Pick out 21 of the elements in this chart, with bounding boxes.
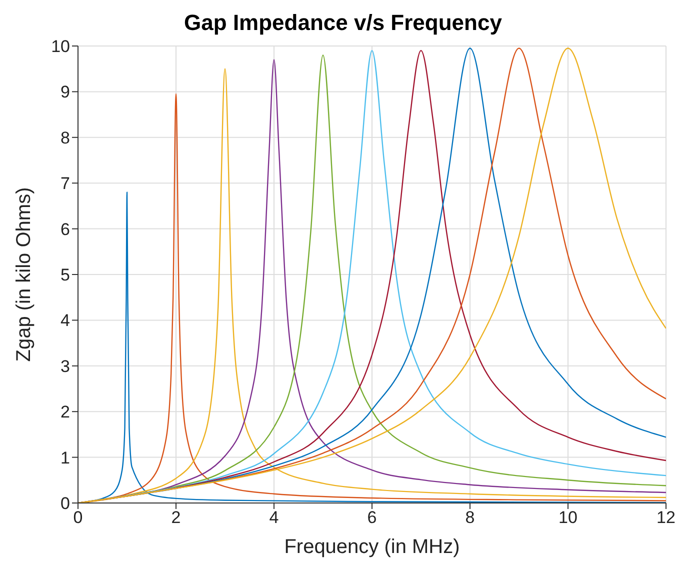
y-tick-label: 0 [60,494,70,514]
y-axis-title: Zgap (in kilo Ohms) [13,187,36,362]
y-tick-label: 4 [60,311,70,330]
y-tick-label: 10 [51,37,70,56]
x-tick-label: 6 [367,508,377,528]
y-tick-label: 8 [60,128,70,148]
y-tick-label: 2 [60,402,70,422]
x-tick-label: 8 [465,508,475,528]
y-tick-label: 6 [60,220,70,239]
y-tick-label: 7 [60,174,70,194]
x-tick-label: 0 [73,508,83,528]
y-tick-label: 5 [60,266,70,285]
y-tick-label: 3 [60,356,70,376]
x-tick-label: 10 [558,508,578,528]
chart-title: Gap Impedance v/s Frequency [183,9,503,37]
x-tick-label: 4 [269,508,279,528]
x-tick-label: 12 [656,508,676,528]
y-tick-label: 9 [60,82,70,102]
x-axis-title: Frequency (in MHz) [284,536,460,558]
x-tick-label: 2 [171,508,181,528]
y-tick-label: 1 [60,448,70,468]
